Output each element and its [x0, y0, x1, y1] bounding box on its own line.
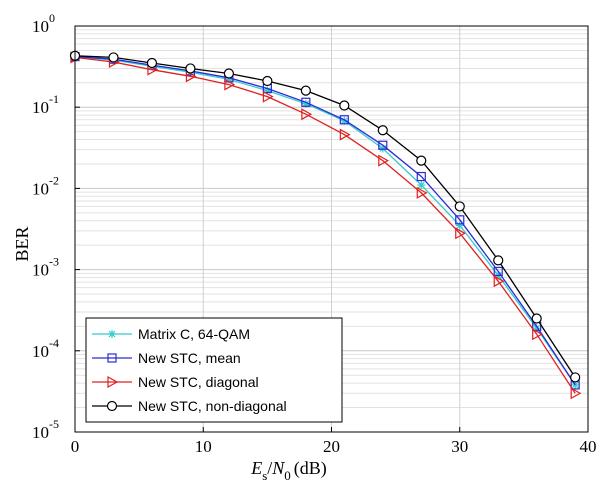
data-point-triangle: [378, 154, 390, 167]
data-point-triangle: [185, 70, 197, 83]
x-tick-label: 40: [580, 437, 597, 456]
y-tick-label: 10: [32, 98, 49, 117]
x-tick-label: 30: [451, 437, 468, 456]
data-point-triangle: [339, 128, 351, 141]
data-point-square: [378, 140, 388, 150]
data-point-square: [107, 353, 117, 363]
data-point-triangle: [301, 108, 313, 121]
y-tick-exponent: -3: [49, 255, 59, 269]
data-point-circle: [416, 155, 427, 166]
x-tick-label: 20: [323, 437, 340, 456]
y-tick-exponent: -4: [49, 336, 59, 350]
legend: Matrix C, 64-QAM New STC, mean New STC, di…: [85, 317, 343, 423]
y-tick-exponent: -2: [49, 173, 59, 187]
y-tick-label: 10: [32, 261, 49, 280]
x-axis-label-s: s: [262, 468, 267, 483]
data-point-triangle: [262, 90, 274, 103]
data-point-circle: [531, 313, 542, 324]
x-axis-label-zero: 0: [284, 468, 291, 483]
data-point-asterisk: [340, 116, 349, 125]
data-point-asterisk: [108, 330, 116, 338]
data-point-circle: [108, 52, 119, 63]
x-tick-labels: 0 10 20 30 40: [71, 427, 597, 456]
y-tick-label: 10: [32, 423, 49, 442]
legend-box: [85, 317, 343, 423]
y-tick-label: 10: [32, 179, 49, 198]
data-point-square: [416, 171, 426, 182]
data-point-circle: [454, 201, 465, 212]
series-line: [74, 55, 576, 386]
data-point-asterisk: [571, 380, 580, 389]
y-tick-label: 10: [32, 342, 49, 361]
data-point-circle: [339, 100, 350, 111]
series-line: [74, 56, 576, 394]
data-point-triangle: [416, 186, 428, 199]
data-point-circle: [300, 85, 311, 96]
series-group: [69, 50, 582, 400]
y-axis-label: BER: [12, 226, 32, 261]
legend-label: New STC, mean: [138, 350, 241, 366]
data-point-asterisk: [417, 181, 426, 190]
series-line: [74, 55, 576, 386]
data-point-triangle: [107, 375, 119, 389]
data-point-triangle: [532, 328, 543, 341]
data-point-asterisk: [532, 324, 541, 333]
x-axis-label-e: E: [250, 458, 262, 478]
data-point-square: [493, 266, 503, 277]
data-point-circle: [146, 57, 158, 69]
series-line: [74, 55, 576, 378]
data-point-square: [339, 115, 349, 125]
data-point-circle: [223, 68, 234, 79]
x-axis-label-unit: (dB): [294, 458, 327, 479]
data-point-square: [301, 97, 311, 107]
x-tick-label: 10: [195, 437, 212, 456]
data-point-asterisk: [301, 99, 310, 108]
x-axis-label: Es/N0 (dB): [250, 458, 327, 483]
data-point-circle: [570, 372, 581, 383]
x-tick-label: 0: [71, 437, 80, 456]
data-point-asterisk: [263, 86, 272, 95]
y-tick-exponent: -1: [49, 92, 59, 106]
data-point-asterisk: [378, 144, 387, 153]
legend-label: Matrix C, 64-QAM: [138, 326, 250, 342]
data-point-circle: [377, 125, 388, 136]
data-point-circle: [185, 63, 196, 74]
legend-label: New STC, diagonal: [138, 374, 259, 390]
y-tick-exponent: -5: [49, 417, 59, 431]
x-axis-label-n: N: [271, 458, 285, 478]
legend-entry: New STC, diagonal: [92, 374, 259, 390]
legend-label: New STC, non-diagonal: [138, 398, 287, 414]
data-point-circle: [262, 75, 273, 87]
data-point-triangle: [570, 387, 582, 400]
data-point-triangle: [455, 227, 466, 240]
legend-entry: New STC, mean: [92, 350, 241, 366]
x-axis-label-slash: /: [267, 458, 272, 478]
y-tick-exponent: 0: [49, 11, 55, 25]
data-point-triangle: [493, 275, 505, 288]
data-point-asterisk: [455, 221, 464, 230]
series-3: [70, 51, 582, 400]
legend-entry: Matrix C, 64-QAM: [92, 326, 250, 342]
data-point-square: [455, 215, 465, 225]
legend-entry: New STC, non-diagonal: [92, 398, 287, 414]
data-point-triangle: [224, 78, 236, 91]
data-point-circle: [106, 400, 118, 412]
data-point-circle: [493, 255, 504, 266]
series-4: [69, 50, 581, 383]
data-point-asterisk: [224, 75, 233, 84]
y-tick-label: 10: [32, 17, 49, 36]
